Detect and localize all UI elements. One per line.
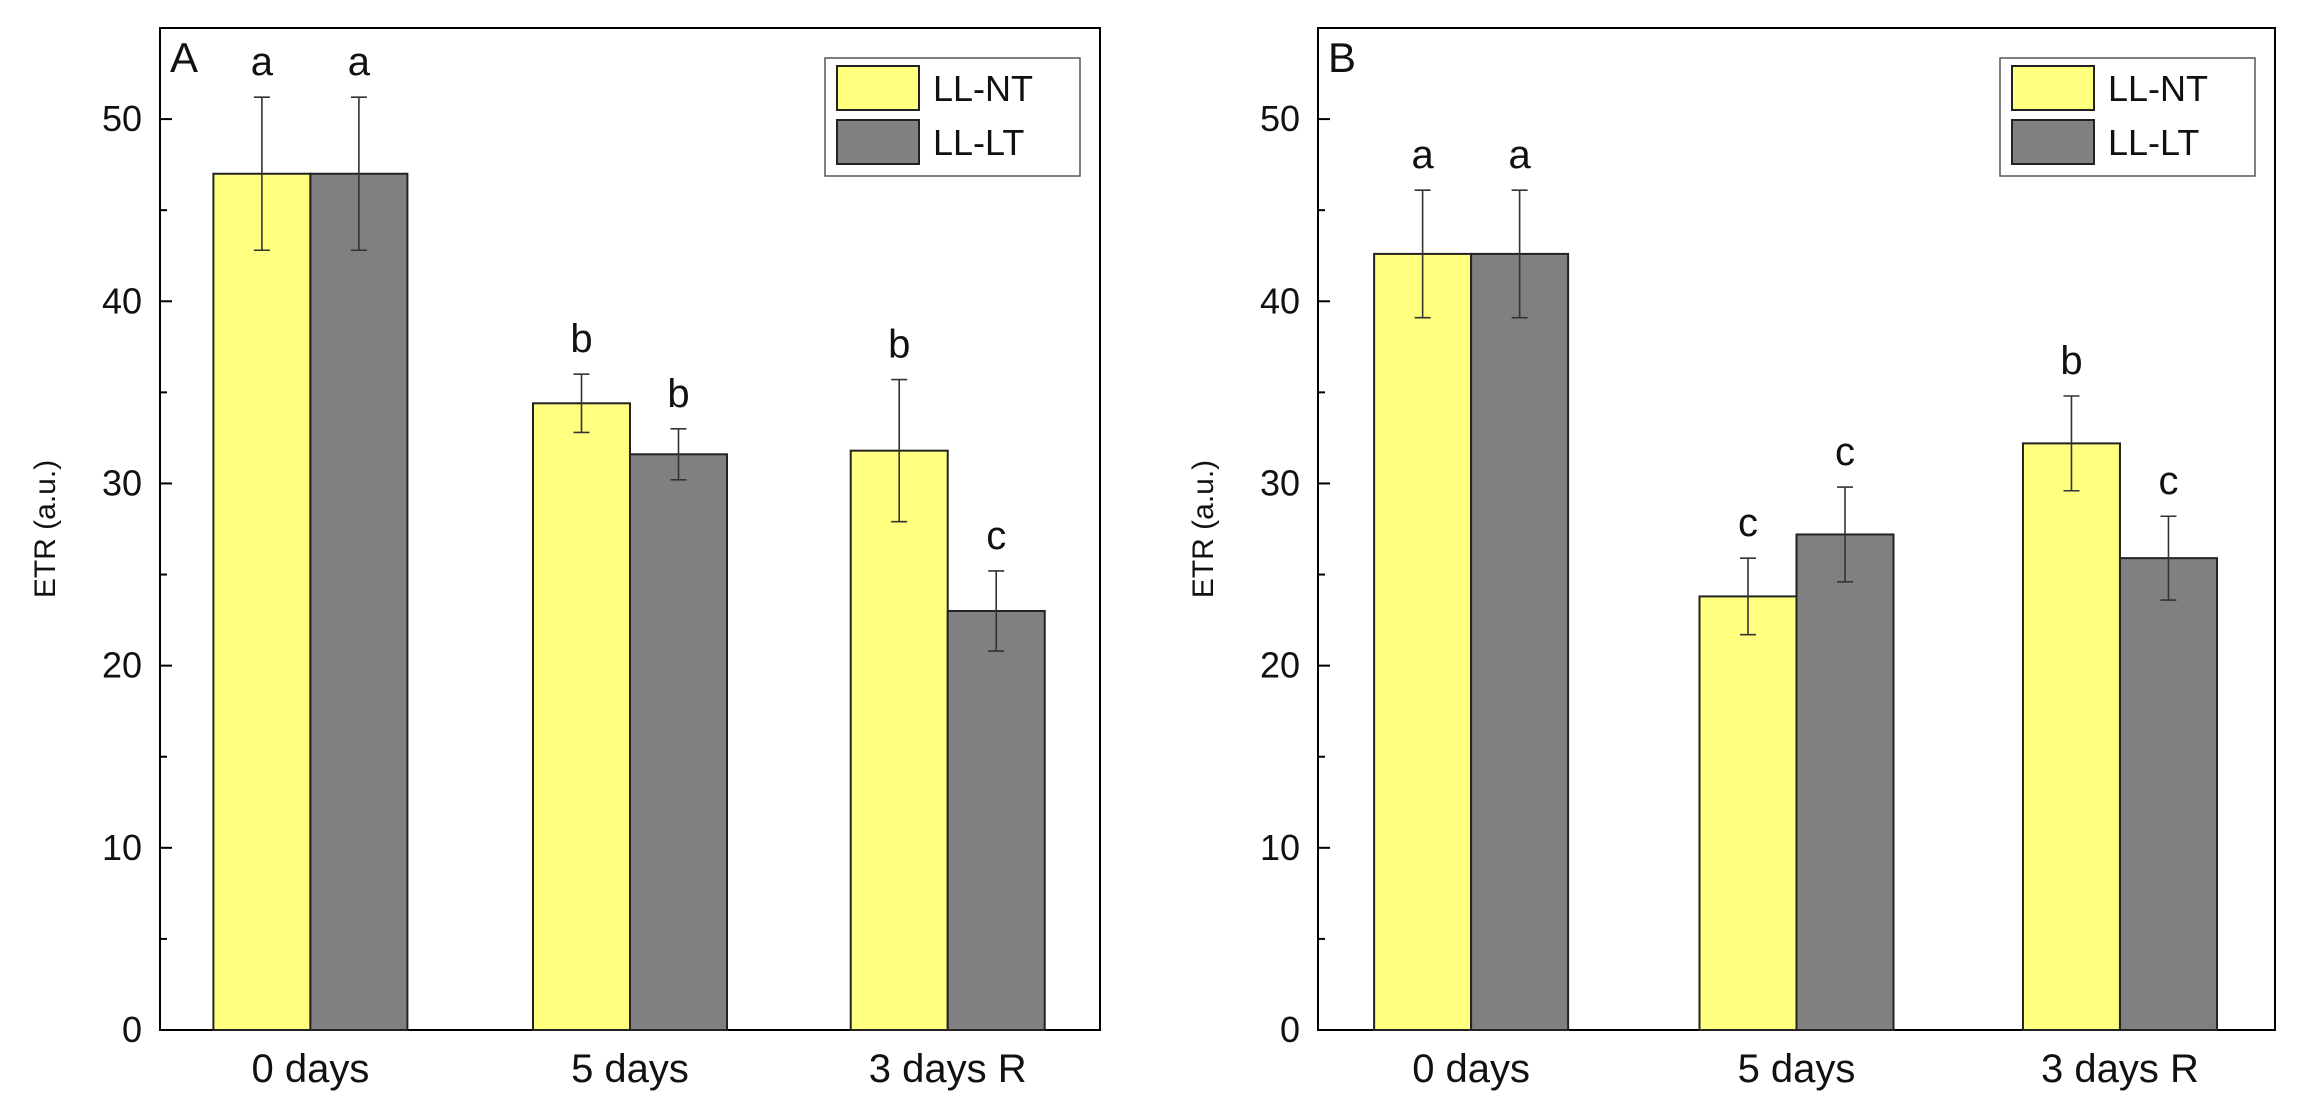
y-axis-title: ETR (a.u.) xyxy=(1187,460,1220,598)
y-tick-label: 40 xyxy=(102,280,142,321)
y-tick-label: 50 xyxy=(1260,98,1300,139)
significance-letter: c xyxy=(1835,430,1855,474)
legend-swatch-ll-lt xyxy=(836,119,920,165)
bar-ll-nt xyxy=(532,402,631,1031)
chart-panel-a: 0 10 20 30 40 50 ETR (a.u.) A 0 days 5 days 3 days… xyxy=(29,27,1101,1091)
legend: LL-NT LL-LT xyxy=(1999,57,2256,177)
y-tick-label: 20 xyxy=(1260,645,1300,686)
y-tick-label: 50 xyxy=(102,98,142,139)
x-tick-label: 3 days R xyxy=(2041,1047,2199,1091)
bar-ll-nt xyxy=(1698,595,1798,1031)
chart-panel-b: 0 10 20 30 40 50 ETR (a.u.) B 0 days 5 days 3 days… xyxy=(1187,27,2276,1091)
legend-swatch-ll-nt xyxy=(836,65,920,111)
legend-label: LL-NT xyxy=(933,68,1033,109)
y-tick-label: 0 xyxy=(122,1009,142,1050)
panel-label: A xyxy=(170,34,198,81)
significance-letter: b xyxy=(667,372,689,416)
bar-ll-lt xyxy=(629,453,728,1031)
significance-letter: c xyxy=(1738,501,1758,545)
significance-letter: a xyxy=(251,40,274,84)
significance-letter: a xyxy=(348,40,371,84)
significance-letter: b xyxy=(888,323,910,367)
x-tick-label: 0 days xyxy=(251,1047,369,1091)
panel-label: B xyxy=(1328,34,1356,81)
y-tick-label: 10 xyxy=(1260,827,1300,868)
bar-ll-nt xyxy=(212,172,312,1031)
y-tick-label: 30 xyxy=(1260,462,1300,503)
y-tick-label: 40 xyxy=(1260,280,1300,321)
legend: LL-NT LL-LT xyxy=(824,57,1081,177)
bar-ll-lt xyxy=(1470,252,1570,1031)
significance-letter: b xyxy=(2060,339,2082,383)
bar-ll-nt xyxy=(1373,252,1473,1031)
significance-letter: b xyxy=(570,317,592,361)
bar-ll-lt xyxy=(1795,533,1895,1031)
bar-ll-lt xyxy=(2118,557,2218,1032)
legend-swatch-ll-nt xyxy=(2011,65,2095,111)
x-tick-label: 5 days xyxy=(1738,1047,1856,1091)
significance-letter: c xyxy=(986,514,1006,558)
bar-ll-lt xyxy=(946,609,1046,1031)
y-axis-title: ETR (a.u.) xyxy=(29,460,62,598)
legend-swatch-ll-lt xyxy=(2011,119,2095,165)
x-tick-label: 3 days R xyxy=(869,1047,1027,1091)
y-tick-label: 10 xyxy=(102,827,142,868)
significance-letter: a xyxy=(1508,133,1531,177)
bar-ll-nt xyxy=(849,449,949,1031)
x-tick-label: 0 days xyxy=(1412,1047,1530,1091)
significance-letter: c xyxy=(2158,459,2178,503)
bar-ll-nt xyxy=(2021,442,2121,1031)
y-tick-label: 30 xyxy=(102,462,142,503)
x-tick-label: 5 days xyxy=(571,1047,689,1091)
y-tick-label: 20 xyxy=(102,645,142,686)
y-tick-label: 0 xyxy=(1280,1009,1300,1050)
legend-label: LL-LT xyxy=(933,122,1024,163)
legend-label: LL-LT xyxy=(2108,122,2199,163)
bar-ll-lt xyxy=(309,172,409,1031)
legend-label: LL-NT xyxy=(2108,68,2208,109)
significance-letter: a xyxy=(1411,133,1434,177)
